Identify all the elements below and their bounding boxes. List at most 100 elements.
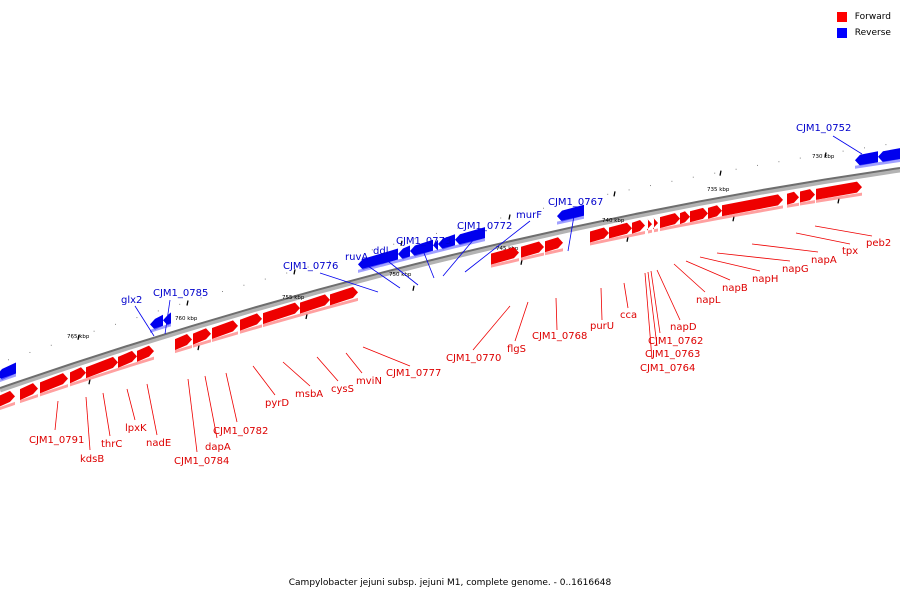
forward-gene bbox=[118, 350, 137, 371]
gene-label: CJM1_0762 bbox=[648, 336, 703, 347]
gene-label: CJM1_0752 bbox=[796, 123, 851, 134]
forward-gene bbox=[491, 247, 519, 268]
reverse-gene bbox=[0, 362, 16, 383]
forward-gene bbox=[590, 227, 609, 246]
forward-gene bbox=[680, 211, 690, 228]
gene-label: CJM1_0784 bbox=[174, 456, 229, 467]
leader-line bbox=[514, 301, 529, 342]
forward-gene bbox=[86, 356, 118, 382]
gene-label: napA bbox=[811, 255, 837, 266]
reverse-gene bbox=[878, 148, 900, 166]
forward-gene bbox=[20, 383, 38, 404]
gene-label: CJM1_0782 bbox=[213, 426, 268, 437]
gene-label: cysS bbox=[331, 384, 354, 395]
forward-gene bbox=[722, 194, 783, 220]
forward-gene bbox=[300, 294, 330, 317]
leader-line bbox=[164, 299, 171, 335]
gene-label: ruvA bbox=[345, 252, 368, 263]
leader-line bbox=[814, 225, 873, 237]
gene-label: CJM1_0767 bbox=[548, 197, 603, 208]
forward-gene bbox=[660, 213, 680, 232]
gene-label: dapA bbox=[205, 442, 231, 453]
reverse-gene bbox=[150, 314, 163, 333]
leader-line bbox=[204, 375, 218, 439]
forward-gene bbox=[263, 302, 300, 328]
leader-line bbox=[225, 372, 238, 423]
legend-forward-label: Forward bbox=[854, 12, 891, 22]
tick-label: 750 kbp bbox=[389, 272, 412, 278]
gene-label: CJM1_0777 bbox=[386, 368, 441, 379]
forward-gene-labels: CJM1_0791 kdsB thrC lpxK nadE CJM1_0784 … bbox=[29, 238, 891, 467]
gene-label: CJM1_0763 bbox=[645, 349, 700, 360]
leader-line bbox=[134, 305, 155, 337]
reverse-gene bbox=[455, 227, 485, 249]
leader-line bbox=[282, 361, 311, 387]
gene-label: CJM1_0764 bbox=[640, 363, 695, 374]
leader-line bbox=[795, 232, 851, 245]
gene-label: CJM1_0785 bbox=[153, 288, 208, 299]
reverse-gene bbox=[438, 234, 455, 253]
forward-gene bbox=[647, 218, 652, 234]
leader-line bbox=[54, 400, 59, 431]
legend: Forward Reverse bbox=[836, 9, 891, 41]
forward-gene bbox=[816, 181, 862, 203]
gene-label: tpx bbox=[842, 246, 858, 257]
gene-label: CJM1_0791 bbox=[29, 435, 84, 446]
leader-line bbox=[187, 378, 198, 453]
gene-label: CJM1_0773 bbox=[396, 236, 451, 247]
gene-label: msbA bbox=[295, 389, 323, 400]
leader-line bbox=[464, 220, 531, 273]
forward-gene bbox=[800, 189, 815, 206]
leader-line bbox=[319, 272, 379, 293]
forward-gene bbox=[545, 237, 563, 256]
leader-line bbox=[623, 282, 629, 309]
gene-label: CJM1_0772 bbox=[457, 221, 512, 232]
legend-reverse: Reverse bbox=[836, 25, 891, 41]
forward-gene bbox=[632, 220, 645, 237]
tick-label: 735 kbp bbox=[707, 187, 730, 193]
leader-line bbox=[345, 352, 363, 374]
gene-label: ddl bbox=[373, 246, 388, 257]
reverse-gene bbox=[410, 239, 433, 260]
leader-line bbox=[555, 297, 558, 331]
reverse-gene bbox=[855, 151, 878, 169]
forward-gene bbox=[690, 207, 708, 226]
gene-label: flgS bbox=[507, 344, 526, 355]
gene-label: CJM1_0770 bbox=[446, 353, 501, 364]
leader-line bbox=[383, 257, 419, 286]
gene-label: pyrD bbox=[265, 398, 289, 409]
backbone bbox=[0, 167, 900, 389]
leader-line bbox=[716, 252, 791, 262]
gene-label: cca bbox=[620, 310, 637, 321]
forward-gene bbox=[193, 328, 211, 348]
leader-line bbox=[656, 269, 681, 321]
gene-label: nadE bbox=[146, 438, 171, 449]
gene-label: CJM1_0768 bbox=[532, 331, 587, 342]
genome-caption: Campylobacter jejuni subsp. jejuni M1, c… bbox=[288, 578, 612, 588]
label-leaders bbox=[54, 135, 873, 453]
legend-reverse-label: Reverse bbox=[854, 28, 891, 38]
forward-gene bbox=[240, 313, 262, 334]
tick-label: 745 kbp bbox=[496, 246, 519, 252]
reverse-gene bbox=[398, 245, 410, 263]
forward-gene bbox=[653, 217, 658, 233]
forward-gene bbox=[70, 367, 86, 387]
forward-gene bbox=[175, 333, 192, 354]
forward-gene bbox=[609, 222, 632, 242]
gene-label: napH bbox=[752, 274, 778, 285]
tick-label: 730 kbp bbox=[812, 154, 835, 160]
leader-line bbox=[252, 365, 276, 396]
forward-gene bbox=[0, 390, 15, 411]
leader-line bbox=[567, 209, 576, 252]
leader-line bbox=[644, 272, 653, 360]
gene-label: purU bbox=[590, 321, 614, 332]
leader-line bbox=[316, 356, 339, 382]
leader-line bbox=[832, 135, 863, 155]
gene-label: napL bbox=[696, 295, 721, 306]
leader-line bbox=[685, 260, 731, 281]
forward-gene bbox=[708, 205, 722, 222]
tick-label: 755 kbp bbox=[282, 295, 305, 301]
reverse-gene bbox=[557, 204, 584, 225]
leader-line bbox=[421, 247, 435, 279]
